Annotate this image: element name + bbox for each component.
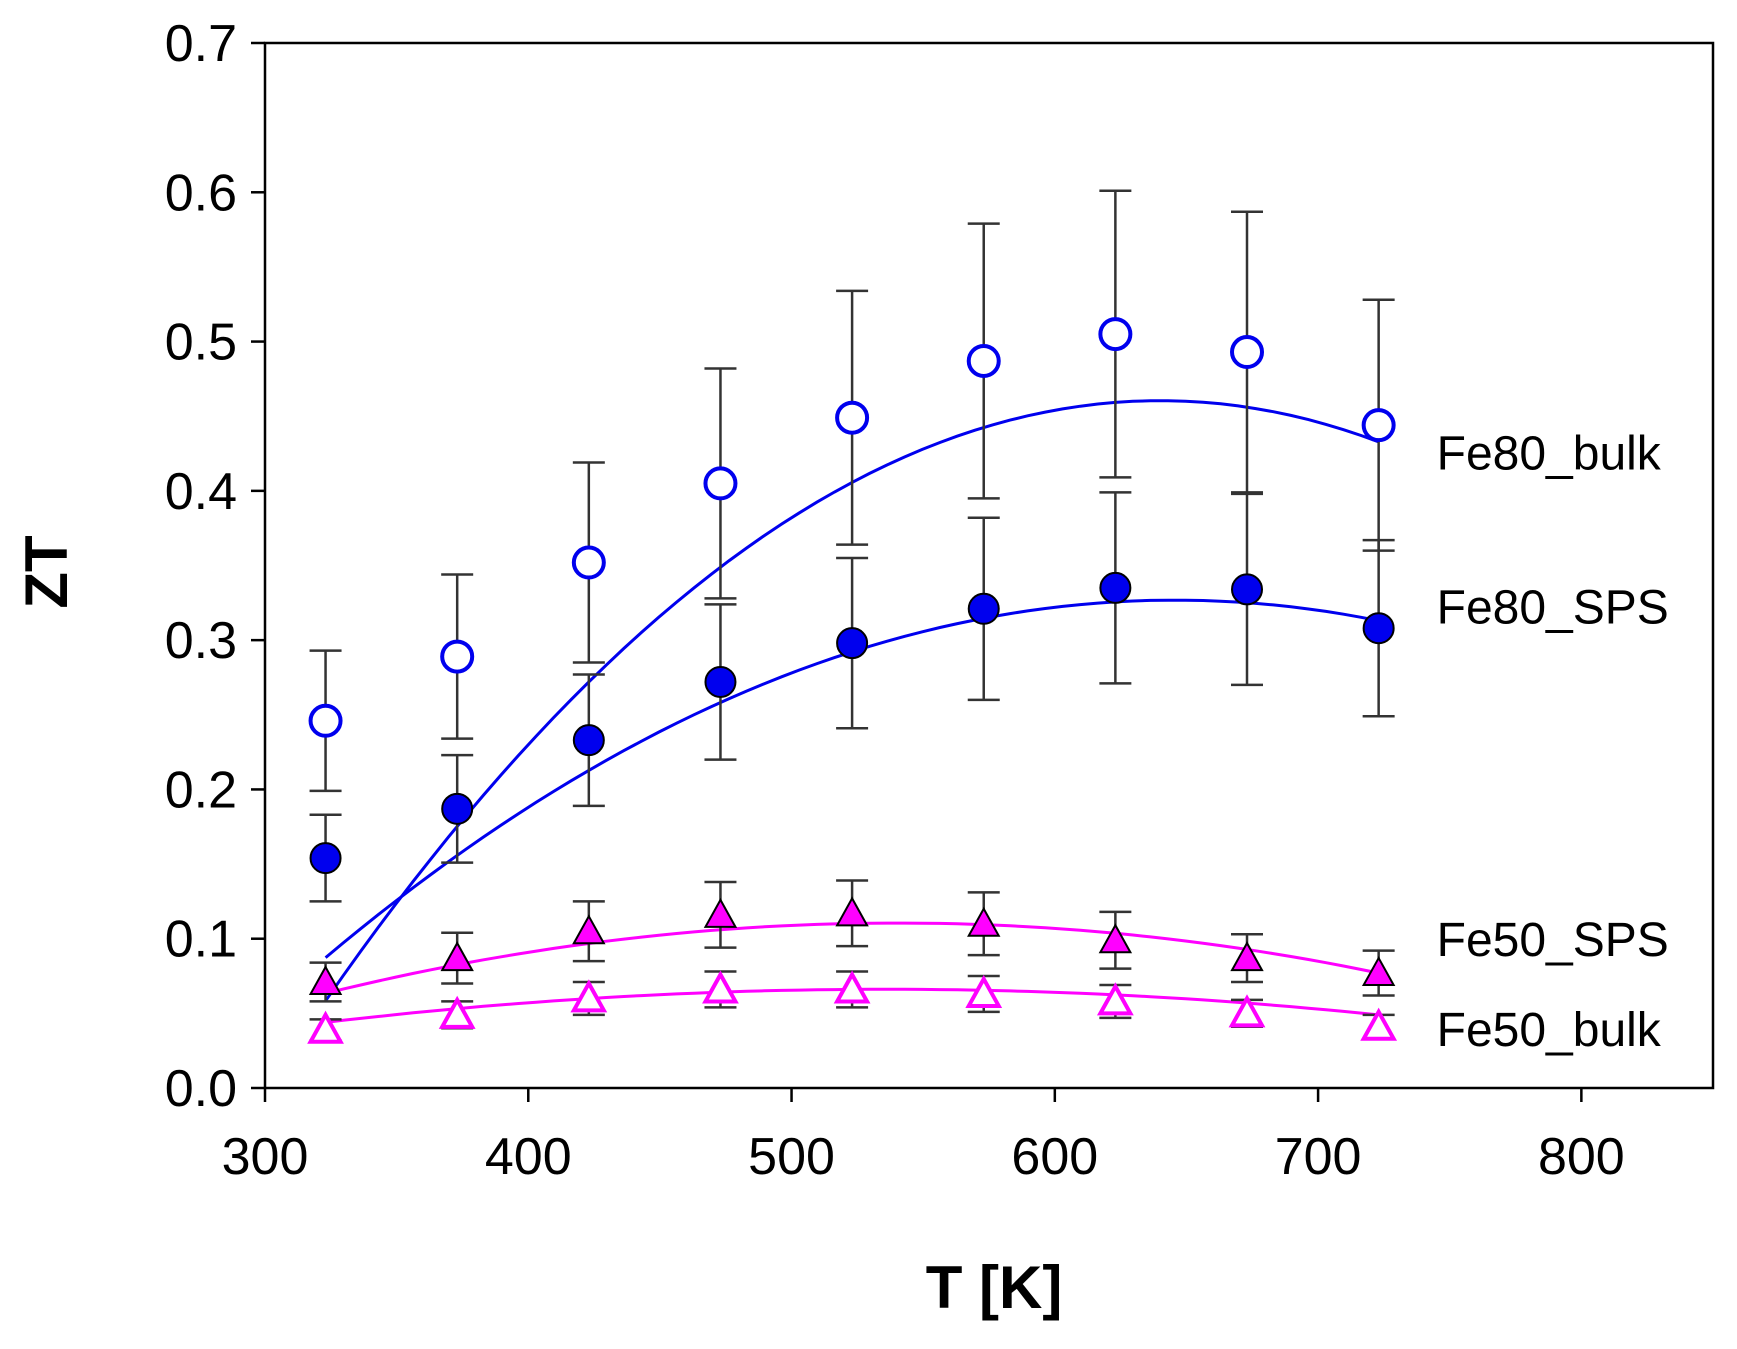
point-fe80-sps (836, 627, 869, 660)
point-fe50-bulk (702, 970, 739, 1004)
point-fe80-bulk (1098, 317, 1133, 352)
point-fe80-bulk (308, 703, 343, 738)
point-fe80-sps (441, 792, 474, 825)
point-fe80-bulk (966, 343, 1001, 378)
point-fe50-bulk (833, 970, 871, 1004)
plot-frame (263, 41, 1715, 1090)
point-fe80-sps (1231, 573, 1264, 606)
series-label-fe50-sps: Fe50_SPS (1437, 914, 1669, 967)
point-fe80-bulk (835, 400, 870, 435)
x-tick-label: 400 (485, 1128, 572, 1186)
point-fe50-bulk (438, 995, 476, 1029)
point-fe50-bulk (570, 979, 608, 1013)
y-tick-label: 0.6 (165, 164, 237, 222)
point-fe80-sps (572, 724, 605, 757)
y-tick-label: 0.1 (165, 911, 237, 969)
point-fe50-sps (835, 896, 869, 927)
x-tick-label: 300 (222, 1128, 309, 1186)
point-fe50-bulk (1360, 1007, 1398, 1041)
point-fe80-sps (967, 592, 1000, 625)
point-fe80-sps (309, 842, 342, 875)
y-tick-label: 0.2 (165, 761, 237, 819)
y-tick-label: 0.5 (165, 314, 237, 372)
point-fe80-sps (1099, 571, 1132, 604)
point-fe50-bulk (965, 974, 1003, 1008)
point-fe80-bulk (1230, 335, 1265, 370)
point-fe80-sps (1362, 612, 1395, 645)
point-fe50-sps (703, 897, 738, 928)
point-fe80-bulk (1361, 408, 1396, 443)
point-fe80-sps (704, 665, 737, 698)
point-fe50-sps (1361, 955, 1396, 987)
y-tick-label: 0.7 (165, 15, 237, 73)
point-fe50-bulk (1096, 982, 1134, 1016)
y-tick-label: 0.3 (165, 612, 237, 670)
x-tick-label: 600 (1011, 1128, 1098, 1186)
series-labels: Fe80_bulk Fe80_SPS Fe50_SPS Fe50_bulk (1437, 428, 1669, 1057)
x-tick-label: 500 (748, 1128, 835, 1186)
axes: 300 400 500 600 700 800 0.0 0.1 0.2 0.3 0.4 0.5 0.6 0… (165, 15, 1715, 1186)
series-label-fe50-bulk: Fe50_bulk (1437, 1004, 1662, 1057)
point-fe50-sps (1098, 923, 1133, 954)
point-fe80-bulk (571, 545, 606, 580)
y-tick-label: 0.0 (165, 1060, 237, 1118)
series-label-fe80-sps: Fe80_SPS (1437, 581, 1669, 634)
series-label-fe80-bulk: Fe80_bulk (1437, 428, 1662, 481)
x-axis-title: T [K] (926, 1254, 1063, 1321)
point-fe50-bulk (1228, 994, 1266, 1028)
data-points (307, 317, 1398, 1044)
point-fe50-sps (1230, 941, 1264, 972)
point-fe50-bulk (307, 1010, 344, 1044)
x-tick-label: 700 (1275, 1128, 1362, 1186)
y-tick-label: 0.4 (165, 463, 237, 521)
point-fe80-bulk (440, 639, 475, 674)
point-fe50-sps (967, 906, 1001, 937)
point-fe50-sps (308, 964, 343, 996)
point-fe50-sps (572, 914, 606, 945)
point-fe50-sps (440, 941, 474, 972)
point-fe80-bulk (703, 466, 738, 501)
y-axis-title: ZT (13, 535, 80, 608)
x-tick-label: 800 (1538, 1128, 1625, 1186)
